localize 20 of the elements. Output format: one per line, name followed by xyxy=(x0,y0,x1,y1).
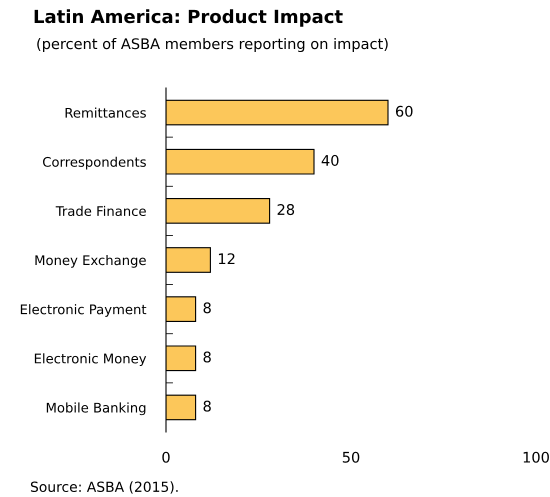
data-label: 40 xyxy=(322,154,339,166)
y-tick-label: Electronic Payment xyxy=(20,304,146,317)
x-tick-label: 50 xyxy=(342,452,360,463)
y-tick-label: Electronic Money xyxy=(34,353,146,366)
data-label: 12 xyxy=(218,253,234,264)
data-label: 28 xyxy=(278,204,294,216)
y-tick-label: Trade Finance xyxy=(56,206,146,216)
data-label: 8 xyxy=(204,351,211,363)
y-tick-label: Remittances xyxy=(66,108,146,118)
data-label: 8 xyxy=(204,302,211,314)
chart-subtitle: (percent of ASBA members reporting on impact) xyxy=(37,38,388,52)
source-note: Source: ASBA (2015). xyxy=(30,481,178,494)
y-tick-label: Correspondents xyxy=(42,156,146,170)
data-label: 60 xyxy=(396,106,413,117)
y-tick-label: Money Exchange xyxy=(35,254,146,268)
x-tick-label: 0 xyxy=(162,452,170,463)
data-label: 8 xyxy=(204,400,211,412)
chart-title: Latin America: Product Impact xyxy=(34,9,343,27)
x-tick-label: 100 xyxy=(524,452,549,463)
y-tick-label: Mobile Banking xyxy=(46,402,146,416)
